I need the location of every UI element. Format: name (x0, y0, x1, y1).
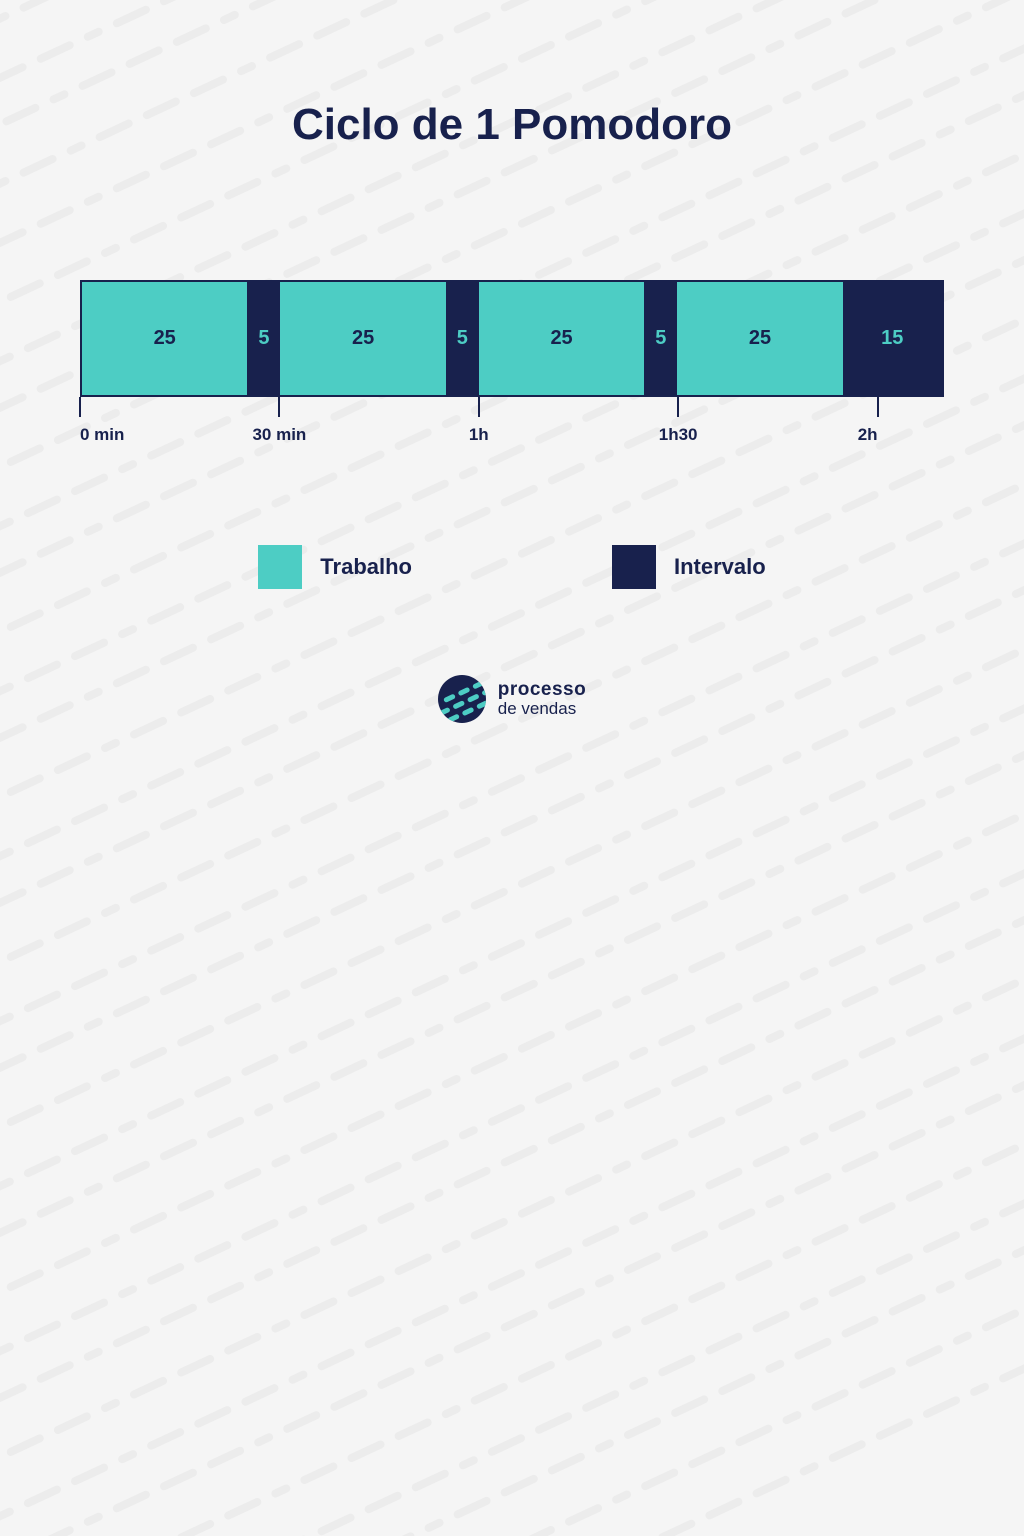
segment-work: 25 (677, 282, 842, 395)
axis-tick-label: 30 min (252, 425, 306, 445)
axis-tick (877, 397, 879, 417)
segment-break: 15 (843, 282, 942, 395)
brand-logo-line2: de vendas (498, 700, 586, 718)
segment-work: 25 (280, 282, 445, 395)
segment-break: 5 (644, 282, 677, 395)
legend-swatch-work (258, 545, 302, 589)
axis-tick (677, 397, 679, 417)
axis-tick-label: 1h (469, 425, 489, 445)
axis-tick (278, 397, 280, 417)
legend-label-work: Trabalho (320, 554, 412, 580)
axis-tick-label: 0 min (80, 425, 124, 445)
legend: Trabalho Intervalo (0, 545, 1024, 589)
timeline: 2552552552515 0 min30 min1h1h302h (80, 280, 944, 455)
timeline-bar: 2552552552515 (80, 280, 944, 395)
timeline-axis: 0 min 30 min 1h 1h30 2h (80, 395, 944, 455)
brand-logo: processo de vendas (0, 675, 1024, 723)
legend-label-break: Intervalo (674, 554, 766, 580)
brand-logo-icon (438, 675, 486, 723)
segment-break: 5 (446, 282, 479, 395)
segment-work: 25 (82, 282, 247, 395)
axis-tick-label: 2h (858, 425, 878, 445)
page-title: Ciclo de 1 Pomodoro (0, 100, 1024, 150)
brand-logo-text: processo de vendas (498, 680, 586, 718)
legend-item-work: Trabalho (258, 545, 412, 589)
segment-break: 5 (247, 282, 280, 395)
axis-tick (79, 397, 81, 417)
axis-tick (478, 397, 480, 417)
legend-item-break: Intervalo (612, 545, 766, 589)
axis-tick-label: 1h30 (659, 425, 698, 445)
segment-work: 25 (479, 282, 644, 395)
brand-logo-line1: processo (498, 680, 586, 700)
legend-swatch-break (612, 545, 656, 589)
